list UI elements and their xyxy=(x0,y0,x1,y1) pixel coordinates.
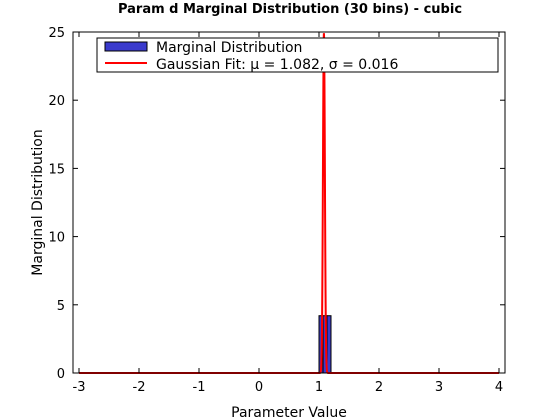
legend: Marginal Distribution Gaussian Fit: μ = … xyxy=(96,37,499,73)
axes-frame xyxy=(72,31,506,374)
chart-title: Param d Marginal Distribution (30 bins) … xyxy=(118,2,462,17)
x-tick-label: 0 xyxy=(255,380,263,395)
x-tick-label: -1 xyxy=(193,380,206,395)
legend-box xyxy=(96,37,499,73)
legend-label-histogram: Marginal Distribution xyxy=(156,40,302,56)
x-tick-label: -2 xyxy=(133,380,146,395)
y-axis-label: Marginal Distribution xyxy=(30,129,46,275)
x-axis-label: Parameter Value xyxy=(231,405,347,420)
y-tick-label: 20 xyxy=(48,94,65,109)
histogram-bar-2 xyxy=(326,315,332,374)
x-tick-label: 3 xyxy=(435,380,443,395)
ticks: -3 -2 -1 0 1 2 3 4 0 5 10 15 20 25 xyxy=(48,26,505,395)
x-tick-label: 4 xyxy=(495,380,503,395)
plot-area xyxy=(79,33,499,374)
x-tick-label: 1 xyxy=(315,380,323,395)
legend-label-gaussian-fit: Gaussian Fit: μ = 1.082, σ = 0.016 xyxy=(156,57,398,73)
y-tick-label: 0 xyxy=(57,367,65,382)
x-tick-label: 2 xyxy=(375,380,383,395)
y-tick-label: 10 xyxy=(48,231,65,246)
legend-swatch-histogram xyxy=(104,41,148,52)
gaussian-fit-line xyxy=(79,33,499,374)
y-tick-label: 15 xyxy=(48,162,65,177)
x-tick-label: -3 xyxy=(73,380,86,395)
y-tick-label: 5 xyxy=(57,299,65,314)
y-tick-label: 25 xyxy=(48,26,65,41)
